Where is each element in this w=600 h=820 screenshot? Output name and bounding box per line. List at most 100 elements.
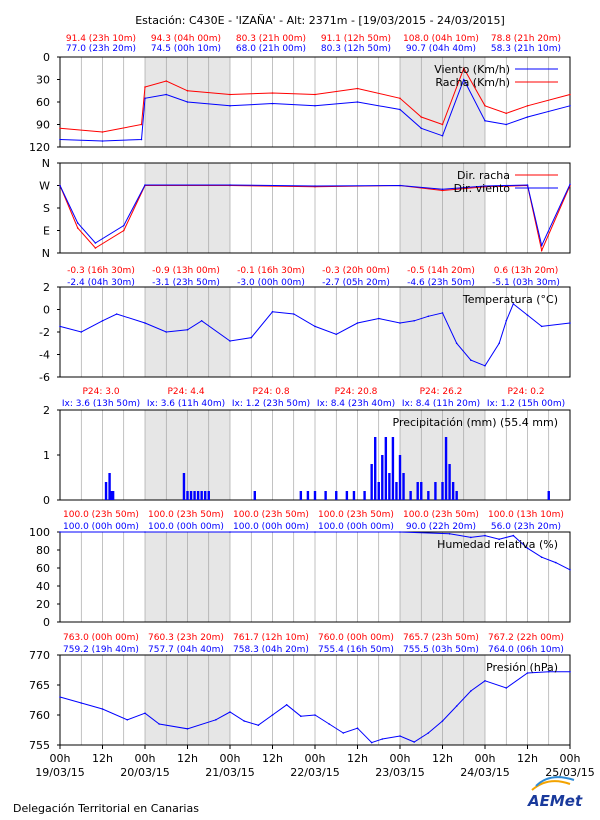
precip-bar bbox=[335, 491, 338, 500]
y-tick-label: 20 bbox=[36, 598, 50, 611]
header-value: 761.7 (12h 10m) bbox=[233, 633, 309, 643]
data-point bbox=[420, 127, 423, 130]
data-point bbox=[470, 536, 472, 539]
data-point bbox=[540, 325, 543, 328]
data-point bbox=[80, 331, 83, 333]
data-point bbox=[526, 104, 529, 107]
data-point bbox=[342, 732, 345, 734]
x-date-label: 24/03/15 bbox=[460, 766, 509, 779]
legend-label: Precipitación (mm) (55.4 mm) bbox=[393, 416, 559, 429]
data-point bbox=[540, 244, 543, 247]
header-value: 108.0 (04h 10m) bbox=[403, 34, 479, 44]
data-point bbox=[413, 319, 415, 322]
data-point bbox=[271, 714, 274, 716]
header-value: 767.2 (22h 00m) bbox=[488, 633, 564, 643]
data-point bbox=[470, 690, 472, 692]
legend-label: Viento (Km/h) bbox=[434, 63, 510, 76]
y-tick-label: -6 bbox=[39, 371, 50, 384]
y-tick-label: 100 bbox=[29, 526, 50, 539]
y-tick-label: 60 bbox=[36, 96, 50, 109]
data-point bbox=[484, 119, 486, 122]
data-point bbox=[59, 531, 61, 533]
header-value: 91.1 (12h 50m) bbox=[321, 34, 391, 44]
precip-bar bbox=[444, 437, 448, 500]
precip-bar bbox=[104, 482, 108, 500]
panel-viento: 0 30 60 90 120 91.4 (23h 10m) 94.3 (04h 00m) 80… bbox=[29, 34, 571, 154]
data-point bbox=[122, 224, 125, 227]
precip-bar bbox=[363, 491, 366, 500]
data-point bbox=[59, 325, 61, 328]
header-value: -4.6 (23h 50m) bbox=[407, 278, 475, 288]
data-point bbox=[455, 705, 458, 707]
data-point bbox=[381, 738, 384, 740]
precip-bar bbox=[189, 491, 193, 500]
precip-bar bbox=[547, 491, 550, 500]
y-tick-label: 765 bbox=[29, 679, 50, 692]
precip-bar bbox=[108, 473, 111, 500]
data-point bbox=[484, 185, 486, 187]
series-line bbox=[60, 531, 571, 571]
precip-bar bbox=[409, 491, 412, 500]
x-date-label: 25/03/15 bbox=[545, 766, 594, 779]
header-value: 100.0 (23h 50m) bbox=[63, 510, 139, 520]
precip-bar bbox=[204, 491, 207, 500]
header-value: 760.0 (00h 00m) bbox=[318, 633, 394, 643]
y-tick-label: 2 bbox=[43, 281, 50, 294]
header-value: 763.0 (00h 00m) bbox=[63, 633, 139, 643]
data-point bbox=[512, 303, 515, 305]
header-value: -0.3 (20h 00m) bbox=[322, 266, 390, 276]
data-point bbox=[314, 714, 316, 716]
data-point bbox=[441, 123, 444, 126]
panel-temperatura: 2 0 -2 -4 -6 -0.3 (16h 30m) -0.9 (13h 00m) -0.1… bbox=[39, 266, 571, 384]
precip-bar bbox=[186, 491, 189, 500]
x-date-label: 19/03/15 bbox=[35, 766, 84, 779]
precip-bar bbox=[451, 482, 455, 500]
header-value: -5.1 (03h 30m) bbox=[492, 278, 560, 288]
data-point bbox=[115, 313, 118, 315]
y-tick-label: N bbox=[42, 247, 50, 260]
x-date-label: 21/03/15 bbox=[205, 766, 254, 779]
data-point bbox=[186, 728, 189, 730]
precip-bar bbox=[441, 482, 444, 500]
data-point bbox=[569, 569, 571, 571]
y-tick-label: 2 bbox=[43, 404, 50, 417]
data-point bbox=[140, 123, 143, 126]
logo-arc-icon bbox=[531, 780, 571, 791]
precip-bar bbox=[420, 482, 423, 500]
y-tick-label: -2 bbox=[39, 326, 50, 339]
data-point bbox=[540, 249, 543, 252]
data-point bbox=[455, 342, 458, 345]
precip-bar bbox=[196, 491, 200, 500]
precip-bar bbox=[448, 464, 451, 500]
data-point bbox=[569, 671, 571, 673]
data-point bbox=[526, 672, 529, 674]
header-value: -0.5 (14h 20m) bbox=[407, 266, 475, 276]
x-tick-label: 12h bbox=[517, 752, 538, 765]
precip-bar bbox=[306, 491, 310, 500]
y-tick-label: 0 bbox=[43, 51, 50, 64]
data-point bbox=[229, 340, 231, 342]
data-point bbox=[165, 331, 168, 333]
header-value: 77.0 (23h 20m) bbox=[66, 44, 136, 54]
data-point bbox=[229, 184, 231, 186]
data-point bbox=[470, 359, 472, 361]
x-date-label: 23/03/15 bbox=[375, 766, 424, 779]
x-tick-label: 00h bbox=[135, 752, 156, 765]
header-value: Ix: 1.2 (23h 50m) bbox=[232, 399, 310, 409]
series-line bbox=[59, 78, 571, 142]
header-value: -2.4 (04h 30m) bbox=[67, 278, 135, 288]
data-point bbox=[271, 310, 274, 313]
y-tick-label: 755 bbox=[29, 739, 50, 752]
data-point bbox=[271, 102, 274, 105]
header-value: 0.6 (13h 20m) bbox=[494, 266, 558, 276]
y-tick-label: 120 bbox=[29, 141, 50, 154]
data-point bbox=[144, 712, 146, 714]
data-point bbox=[356, 87, 359, 90]
data-point bbox=[314, 531, 316, 533]
data-point bbox=[80, 702, 83, 704]
header-value: 764.0 (06h 10m) bbox=[488, 645, 564, 655]
header-value: 765.7 (23h 50m) bbox=[403, 633, 479, 643]
header-value: P24: 3.0 bbox=[82, 387, 119, 397]
header-value: 94.3 (04h 00m) bbox=[151, 34, 221, 44]
